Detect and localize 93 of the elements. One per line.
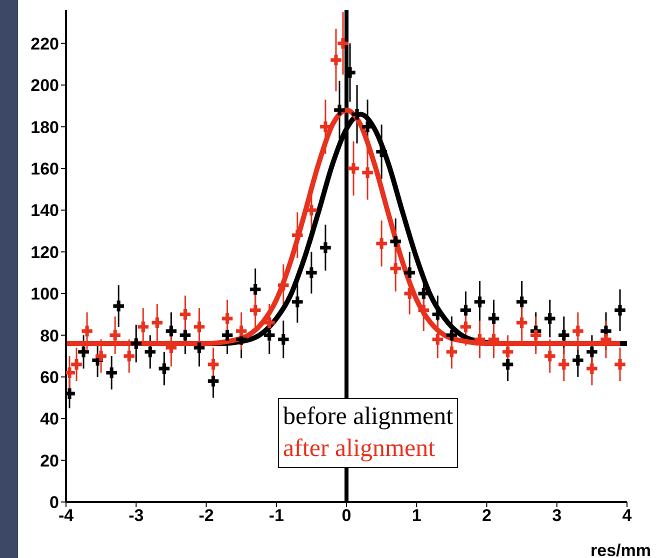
point	[376, 238, 387, 249]
point	[488, 313, 500, 324]
point	[250, 304, 261, 316]
y-tick-label: 140	[30, 201, 59, 220]
point	[390, 263, 401, 274]
point	[306, 267, 317, 278]
point	[278, 334, 289, 345]
point	[320, 242, 331, 254]
point	[264, 317, 275, 328]
point	[530, 330, 542, 341]
point	[222, 313, 233, 324]
x-tick-label: -2	[198, 506, 214, 526]
x-tick-label: -3	[128, 506, 144, 526]
point	[558, 330, 570, 341]
y-tick-label: 40	[40, 410, 59, 429]
x-tick-label: 1	[412, 506, 422, 526]
point	[348, 163, 359, 174]
point	[106, 367, 117, 378]
point	[338, 38, 348, 49]
point	[614, 304, 626, 316]
point	[334, 104, 345, 116]
point	[418, 304, 430, 316]
point	[614, 359, 626, 370]
point	[306, 204, 317, 216]
point	[446, 346, 458, 358]
y-tick-label: 0	[50, 493, 59, 512]
point	[194, 322, 205, 332]
point	[278, 280, 289, 291]
point	[78, 346, 89, 358]
point	[586, 346, 598, 358]
point	[516, 296, 528, 308]
point	[460, 322, 472, 332]
y-tick-label: 80	[40, 326, 59, 346]
point	[292, 296, 303, 308]
x-tick-label: 0	[342, 506, 352, 526]
y-tick-label: 120	[30, 242, 59, 262]
x-axis-title: res/mm	[590, 541, 651, 558]
point	[208, 359, 219, 370]
point	[138, 322, 149, 332]
y-tick-label: 100	[30, 284, 59, 304]
point	[124, 350, 134, 362]
point	[362, 121, 373, 132]
point	[572, 354, 584, 366]
y-tick-label: 160	[30, 159, 59, 178]
point	[544, 313, 556, 324]
point	[404, 267, 415, 278]
point	[194, 342, 205, 354]
y-tick-label: 20	[40, 451, 59, 470]
point	[544, 350, 556, 362]
x-tick-label: 4	[622, 506, 632, 526]
y-tick-label: 60	[40, 368, 59, 387]
point	[390, 236, 401, 247]
y-tick-label: 220	[30, 34, 59, 54]
x-tick-label: -4	[58, 506, 74, 526]
point	[362, 167, 373, 178]
x-tick-label: -1	[268, 506, 284, 526]
point	[130, 338, 142, 349]
y-tick-label: 180	[30, 118, 59, 137]
point	[208, 376, 219, 386]
point	[376, 146, 387, 158]
point	[502, 359, 514, 370]
point	[152, 317, 163, 328]
point	[586, 363, 598, 374]
point	[572, 326, 584, 336]
point	[166, 326, 177, 336]
point	[446, 330, 458, 341]
point	[460, 304, 472, 316]
point	[250, 284, 261, 295]
text: before alignment	[283, 402, 454, 432]
point	[110, 330, 120, 341]
point	[222, 330, 233, 341]
point	[330, 54, 342, 66]
point	[96, 350, 106, 362]
point	[264, 330, 275, 341]
point	[558, 359, 570, 370]
point	[158, 363, 170, 374]
point	[71, 359, 82, 370]
x-tick-label: 3	[552, 506, 562, 526]
point	[502, 346, 514, 358]
point	[82, 326, 92, 336]
y-tick-label: 200	[30, 76, 59, 96]
point	[474, 296, 486, 308]
point	[320, 121, 331, 132]
x-tick-label: 2	[482, 506, 492, 526]
point	[144, 346, 156, 358]
point	[432, 334, 444, 345]
point	[180, 330, 191, 341]
point	[113, 300, 124, 312]
point	[516, 317, 528, 328]
point	[180, 309, 191, 320]
text: after alignment	[283, 434, 436, 464]
point	[236, 326, 247, 336]
point	[418, 288, 430, 299]
